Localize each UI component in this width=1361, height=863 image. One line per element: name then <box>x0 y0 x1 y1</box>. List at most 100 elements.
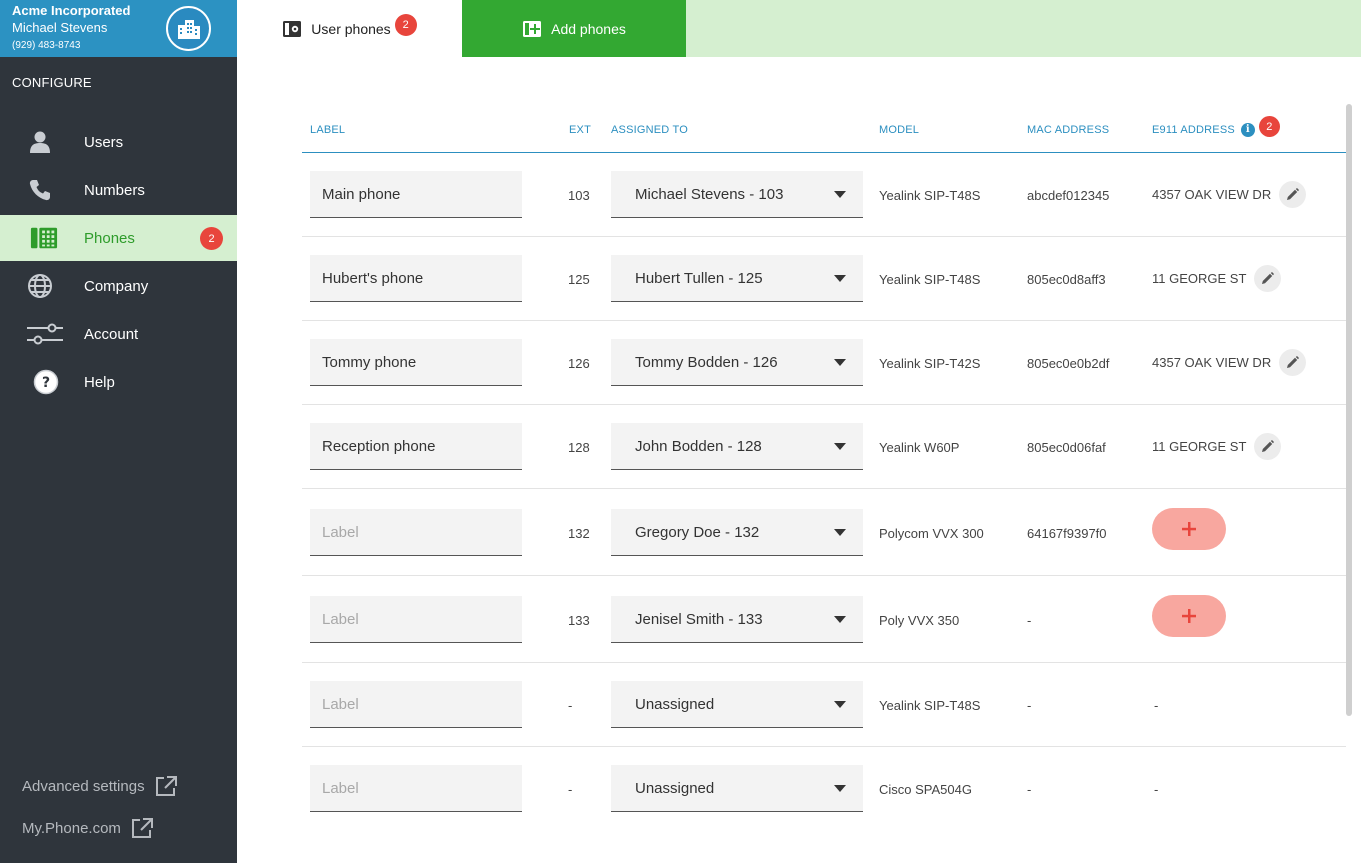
ext-cell: 132 <box>568 526 590 541</box>
row-divider <box>302 236 1346 237</box>
sliders-icon <box>26 322 64 346</box>
edit-address-button[interactable] <box>1279 349 1307 376</box>
plus-icon <box>1182 522 1196 536</box>
phone-label-input[interactable] <box>310 423 522 470</box>
phone-label-input[interactable] <box>310 171 522 218</box>
sidebar-item-phones[interactable]: Phones 2 <box>0 215 237 261</box>
phone-label-input[interactable] <box>310 339 522 386</box>
e911-address-value: - <box>1154 782 1159 797</box>
sidebar-item-label: Users <box>84 133 124 151</box>
e911-address-cell: - <box>1154 782 1158 797</box>
account-phone-number: (929) 483-8743 <box>12 40 81 51</box>
phone-settings-icon <box>282 20 302 38</box>
advanced-settings-link[interactable]: Advanced settings <box>22 775 178 797</box>
vertical-scrollbar[interactable] <box>1346 104 1352 716</box>
table-row: 132 Gregory Doe - 132 Polycom VVX 300 64… <box>302 489 1346 576</box>
e911-address-value: 11 GEORGE ST <box>1152 271 1247 286</box>
assigned-to-select[interactable]: Tommy Bodden - 126 <box>611 339 863 386</box>
assigned-to-select[interactable]: Gregory Doe - 132 <box>611 509 863 556</box>
user-icon <box>26 130 54 154</box>
row-divider <box>302 575 1346 576</box>
add-e911-address-button[interactable] <box>1152 595 1226 637</box>
assigned-to-value: Gregory Doe - 132 <box>635 523 760 541</box>
table-row: 125 Hubert Tullen - 125 Yealink SIP-T48S… <box>302 237 1346 321</box>
assigned-to-select[interactable]: Unassigned <box>611 681 863 728</box>
ext-cell: 126 <box>568 356 590 371</box>
desk-phone-icon <box>30 226 58 250</box>
assigned-to-select[interactable]: Michael Stevens - 103 <box>611 171 863 218</box>
my-phone-com-link[interactable]: My.Phone.com <box>22 817 154 839</box>
column-header-model: MODEL <box>879 124 920 136</box>
model-cell: Yealink SIP-T48S <box>879 698 981 713</box>
assigned-to-select[interactable]: John Bodden - 128 <box>611 423 863 470</box>
model-cell: Poly VVX 350 <box>879 613 960 628</box>
globe-icon <box>26 274 54 298</box>
add-e911-address-button[interactable] <box>1152 508 1226 550</box>
assigned-to-value: Hubert Tullen - 125 <box>635 269 763 287</box>
mac-address-cell: abcdef012345 <box>1027 188 1110 203</box>
sidebar-item-company[interactable]: Company <box>0 263 237 309</box>
phone-label-input[interactable] <box>310 509 522 556</box>
assigned-to-value: Jenisel Smith - 133 <box>635 610 763 628</box>
sidebar-item-users[interactable]: Users <box>0 119 237 165</box>
mac-address-cell: 64167f9397f0 <box>1027 526 1107 541</box>
phone-label-input[interactable] <box>310 255 522 302</box>
account-company: Acme Incorporated <box>12 3 131 18</box>
column-header-assigned-to: ASSIGNED TO <box>611 124 688 136</box>
chevron-down-icon <box>834 443 846 450</box>
sidebar-item-account[interactable]: Account <box>0 311 237 357</box>
info-icon[interactable]: i <box>1240 122 1255 137</box>
sidebar-item-numbers[interactable]: Numbers <box>0 167 237 213</box>
phones-count-badge: 2 <box>200 227 223 250</box>
help-icon: ? <box>32 369 60 395</box>
mac-address-cell: 805ec0d06faf <box>1027 440 1106 455</box>
model-cell: Yealink SIP-T42S <box>879 356 981 371</box>
tab-add-phones[interactable]: Add phones <box>462 0 686 57</box>
assigned-to-select[interactable]: Hubert Tullen - 125 <box>611 255 863 302</box>
ext-cell: - <box>568 782 573 797</box>
phone-label-input[interactable] <box>310 596 522 643</box>
mac-address-cell: - <box>1027 782 1032 797</box>
pencil-icon <box>1287 188 1300 200</box>
edit-address-button[interactable] <box>1254 433 1282 460</box>
configure-section-label: CONFIGURE <box>12 75 92 90</box>
chevron-down-icon <box>834 701 846 708</box>
chevron-down-icon <box>834 529 846 536</box>
assigned-to-select[interactable]: Jenisel Smith - 133 <box>611 596 863 643</box>
chevron-down-icon <box>834 616 846 623</box>
ext-cell: 133 <box>568 613 590 628</box>
model-cell: Yealink W60P <box>879 440 960 455</box>
tab-add-phones-label: Add phones <box>551 20 626 37</box>
account-header[interactable]: Acme Incorporated Michael Stevens (929) … <box>0 0 237 57</box>
sidebar-item-label: Numbers <box>84 181 145 199</box>
row-divider <box>302 488 1346 489</box>
phone-label-input[interactable] <box>310 681 522 728</box>
account-user-name: Michael Stevens <box>12 20 108 35</box>
sidebar-item-label: Account <box>84 325 139 343</box>
table-row: - Unassigned Cisco SPA504G - - <box>302 747 1346 831</box>
row-divider <box>302 404 1346 405</box>
edit-address-button[interactable] <box>1279 181 1307 208</box>
building-icon[interactable] <box>166 6 211 51</box>
add-phone-icon <box>522 20 542 38</box>
header-divider <box>302 152 1346 153</box>
chevron-down-icon <box>834 785 846 792</box>
e911-address-cell: 4357 OAK VIEW DR <box>1152 349 1307 376</box>
chevron-down-icon <box>834 359 846 366</box>
assigned-to-select[interactable]: Unassigned <box>611 765 863 812</box>
svg-text:?: ? <box>42 375 50 391</box>
column-header-mac-address: MAC ADDRESS <box>1027 124 1110 136</box>
tab-user-phones[interactable]: User phones 2 <box>237 0 462 57</box>
ext-cell: 125 <box>568 272 590 287</box>
sidebar-item-label: Phones <box>84 229 135 247</box>
e911-address-cell: - <box>1154 698 1158 713</box>
sidebar-item-help[interactable]: ? Help <box>0 359 237 405</box>
phone-label-input[interactable] <box>310 765 522 812</box>
my-phone-com-label: My.Phone.com <box>22 819 121 837</box>
model-cell: Polycom VVX 300 <box>879 526 984 541</box>
e911-address-value: - <box>1154 698 1159 713</box>
model-cell: Yealink SIP-T48S <box>879 188 981 203</box>
ext-cell: - <box>568 698 573 713</box>
edit-address-button[interactable] <box>1254 265 1282 292</box>
assigned-to-value: Unassigned <box>635 695 715 713</box>
